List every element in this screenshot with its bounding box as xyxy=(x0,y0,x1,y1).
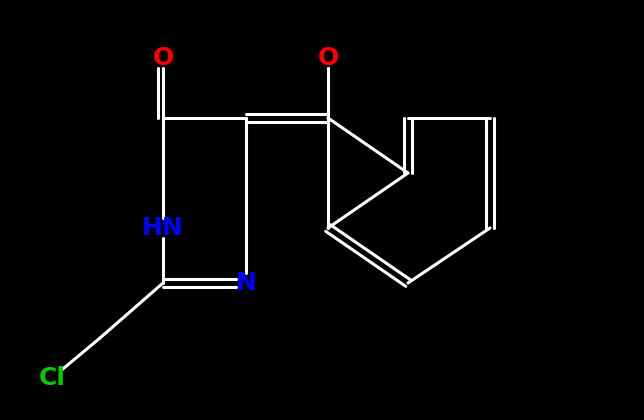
Text: N: N xyxy=(236,271,256,295)
Text: Cl: Cl xyxy=(39,366,66,390)
Text: O: O xyxy=(317,46,339,70)
Text: HN: HN xyxy=(142,216,184,240)
Text: O: O xyxy=(153,46,174,70)
